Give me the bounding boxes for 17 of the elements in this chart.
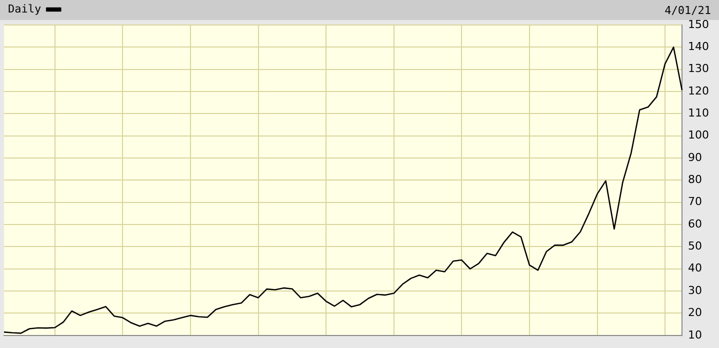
y-tick-label: 30 bbox=[688, 284, 702, 297]
y-tick-label: 90 bbox=[688, 150, 702, 164]
legend-label: Daily bbox=[8, 2, 42, 16]
y-tick-label: 130 bbox=[688, 62, 710, 76]
y-tick-label: 20 bbox=[688, 306, 702, 320]
y-tick-label: 10 bbox=[688, 328, 702, 342]
y-tick-label: 100 bbox=[688, 128, 710, 142]
y-tick-label: 40 bbox=[688, 262, 702, 275]
y-tick-label: 80 bbox=[688, 173, 702, 186]
y-tick-label: 150 bbox=[688, 18, 710, 31]
y-tick-label: 120 bbox=[688, 84, 710, 98]
y-tick-label: 140 bbox=[688, 40, 710, 54]
y-tick-label: 60 bbox=[688, 217, 702, 230]
y-tick-label: 110 bbox=[688, 106, 710, 120]
y-tick-label: 50 bbox=[688, 240, 702, 253]
text: 4/01/21 bbox=[664, 4, 711, 17]
y-tick-label: 70 bbox=[688, 195, 702, 208]
